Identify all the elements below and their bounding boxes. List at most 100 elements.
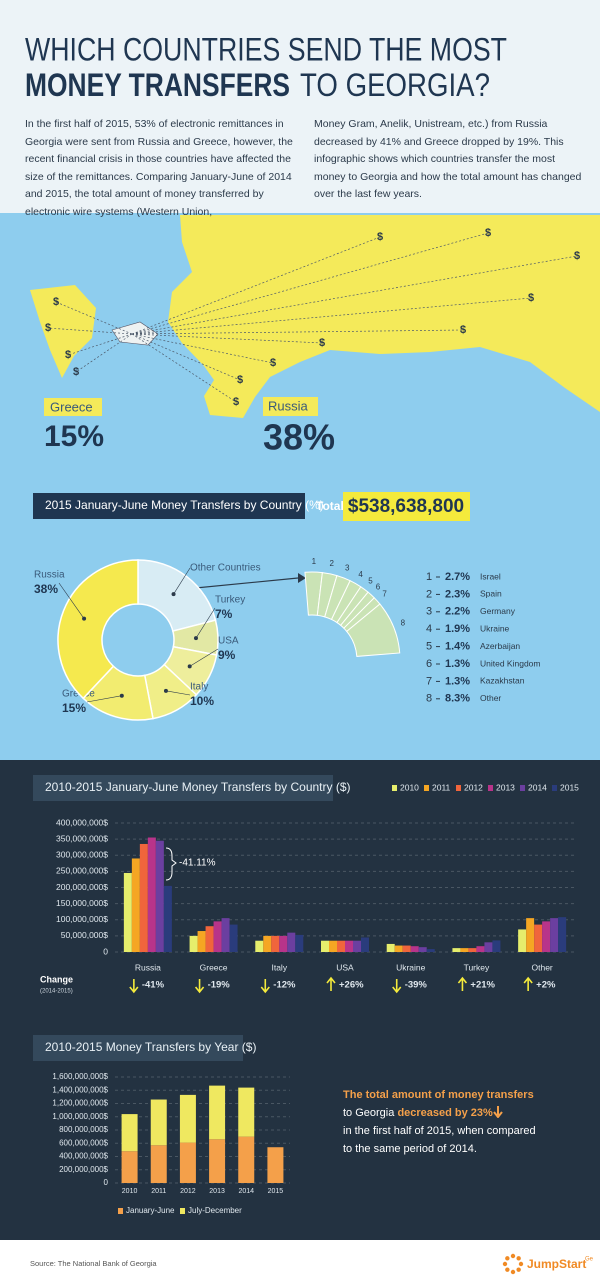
fan-segment — [346, 603, 401, 657]
bar-segment — [150, 1145, 167, 1183]
bar — [452, 948, 461, 952]
change-arrow — [523, 976, 533, 991]
bar-segment — [150, 1099, 167, 1146]
header-bg — [0, 0, 600, 213]
pie-slice — [137, 559, 217, 632]
change-arrow — [260, 979, 270, 994]
x-tick-label: 2010 — [122, 1188, 138, 1195]
list-rank: 1 — [426, 571, 432, 583]
legend-swatch — [488, 785, 493, 791]
bar — [221, 918, 230, 952]
bar-segment — [238, 1136, 255, 1183]
list-country: Other — [480, 693, 501, 703]
pie-label: USA — [218, 636, 239, 647]
fan-rank: 7 — [382, 589, 387, 598]
change-value: -39% — [405, 980, 428, 991]
logo-dot — [518, 1261, 524, 1267]
currency-sign: $ — [45, 322, 51, 334]
fan-rank: 4 — [358, 570, 363, 579]
legend-label: January-June — [126, 1206, 175, 1215]
summary-line: to the same period of 2014. — [343, 1143, 477, 1155]
list-country: Azerbaijan — [480, 641, 520, 651]
list-rank: 4 — [426, 623, 432, 635]
currency-sign: $ — [485, 227, 491, 239]
legend-label: 2010 — [400, 782, 419, 792]
change-arrow — [129, 979, 139, 994]
y-tick-label: 1,000,000,000$ — [52, 1112, 108, 1121]
down-arrow — [493, 1106, 503, 1119]
chart-title-bg — [33, 775, 333, 801]
y-tick-label: 1,200,000,000$ — [52, 1099, 108, 1108]
y-tick-label: 300,000,000$ — [56, 850, 108, 860]
title-bold: MONEY TRANSFERS — [25, 67, 290, 103]
bar — [337, 940, 345, 952]
list-rank: 6 — [426, 658, 432, 670]
y-tick-label: 200,000,000$ — [56, 882, 108, 892]
currency-sign: $ — [53, 296, 59, 308]
list-value: 1.9% — [445, 623, 470, 635]
bar-segment — [267, 1147, 284, 1183]
bar — [155, 840, 164, 952]
logo-dot — [510, 1253, 516, 1259]
x-tick-label: Greece — [200, 962, 228, 972]
currency-sign: $ — [270, 357, 276, 369]
intro-left: In the first half of 2015, 53% of electr… — [25, 118, 293, 218]
leader-line — [86, 695, 122, 703]
total-box — [343, 492, 470, 521]
bar — [345, 940, 353, 952]
source: Source: The National Bank of Georgia — [30, 1259, 157, 1268]
bar — [197, 931, 206, 952]
list-value: 1.3% — [445, 658, 470, 670]
currency-sign: $ — [528, 292, 534, 304]
logo-sup: Ge — [585, 1257, 594, 1263]
fan-rank: 2 — [329, 559, 334, 568]
bar — [518, 929, 527, 952]
pie-label: Italy — [190, 682, 208, 693]
change-arrow — [392, 979, 402, 994]
route — [67, 333, 133, 356]
bar — [123, 872, 132, 952]
y-tick-label: 1,600,000,000$ — [52, 1072, 108, 1081]
legend-label: 2011 — [432, 782, 451, 792]
bar — [271, 935, 280, 952]
bar — [402, 945, 411, 952]
bar — [558, 917, 567, 952]
bar-segment — [209, 1085, 226, 1140]
title-line1: WHICH COUNTRIES SEND THE MOST — [25, 31, 507, 67]
list-country: United Kingdom — [480, 658, 540, 668]
route — [131, 333, 237, 403]
bar — [410, 946, 419, 952]
list-value: 2.7% — [445, 571, 470, 583]
route — [131, 255, 578, 335]
bar — [468, 948, 477, 952]
list-country: Israel — [480, 571, 501, 581]
list-country: Kazakhstan — [480, 676, 525, 686]
legend-swatch — [118, 1208, 123, 1214]
chart-title-bg — [33, 493, 305, 519]
bar — [329, 940, 337, 952]
currency-sign: $ — [319, 337, 325, 349]
legend-swatch — [520, 785, 525, 791]
bar — [147, 837, 156, 952]
bar — [229, 924, 238, 952]
bar-segment — [121, 1151, 138, 1183]
legend-swatch — [552, 785, 557, 791]
bar — [426, 949, 435, 952]
change-value: +21% — [470, 980, 495, 991]
logo-dot — [505, 1256, 510, 1261]
bar — [534, 924, 543, 952]
list-value: 2.2% — [445, 606, 470, 618]
x-tick-label: Other — [532, 962, 553, 972]
russia-value: 38% — [263, 417, 335, 458]
greece-label: Greece — [50, 399, 93, 414]
total-label: Total: — [316, 499, 348, 513]
list-value: 1.4% — [445, 641, 470, 653]
bar — [205, 926, 214, 952]
y-tick-label: 350,000,000$ — [56, 833, 108, 843]
change-label: Change — [40, 974, 73, 984]
list-rank: 3 — [426, 606, 432, 618]
legend-swatch — [456, 785, 461, 791]
bar-segment — [121, 1114, 138, 1152]
total-value: $538,638,800 — [348, 496, 464, 517]
x-tick-label: 2014 — [238, 1188, 254, 1195]
